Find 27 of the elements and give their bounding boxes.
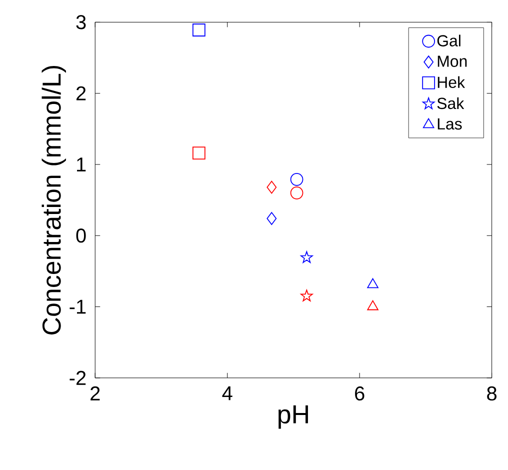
legend-label: Hek [438, 76, 466, 88]
y-tick-label: -1 [70, 300, 86, 314]
x-tick-label: 4 [222, 386, 232, 400]
point [266, 180, 277, 194]
point [300, 290, 313, 302]
y-tick-label: 1 [77, 158, 86, 172]
legend-label: Sak [437, 97, 464, 110]
point [192, 24, 206, 36]
point [367, 278, 378, 288]
legend-label: Las [438, 118, 462, 130]
x-tick-label: 8 [487, 386, 496, 401]
point [290, 186, 304, 200]
x-tick-label: 2 [90, 386, 100, 400]
y-tick-label: 0 [76, 228, 86, 243]
point [290, 172, 304, 186]
legend-label: Gal [437, 34, 460, 46]
y-tick-label: 2 [76, 86, 86, 100]
point [192, 146, 206, 160]
y-axis-title: Concentration (mmol/L) [42, 66, 66, 334]
x-axis-title: pH [278, 405, 308, 429]
point [367, 300, 378, 310]
legend-label: Mon [438, 56, 467, 67]
x-tick-label: 6 [355, 386, 364, 401]
point [266, 212, 277, 225]
y-tick-label: 3 [76, 15, 86, 30]
point [300, 251, 313, 263]
y-tick-label: -2 [70, 370, 86, 385]
